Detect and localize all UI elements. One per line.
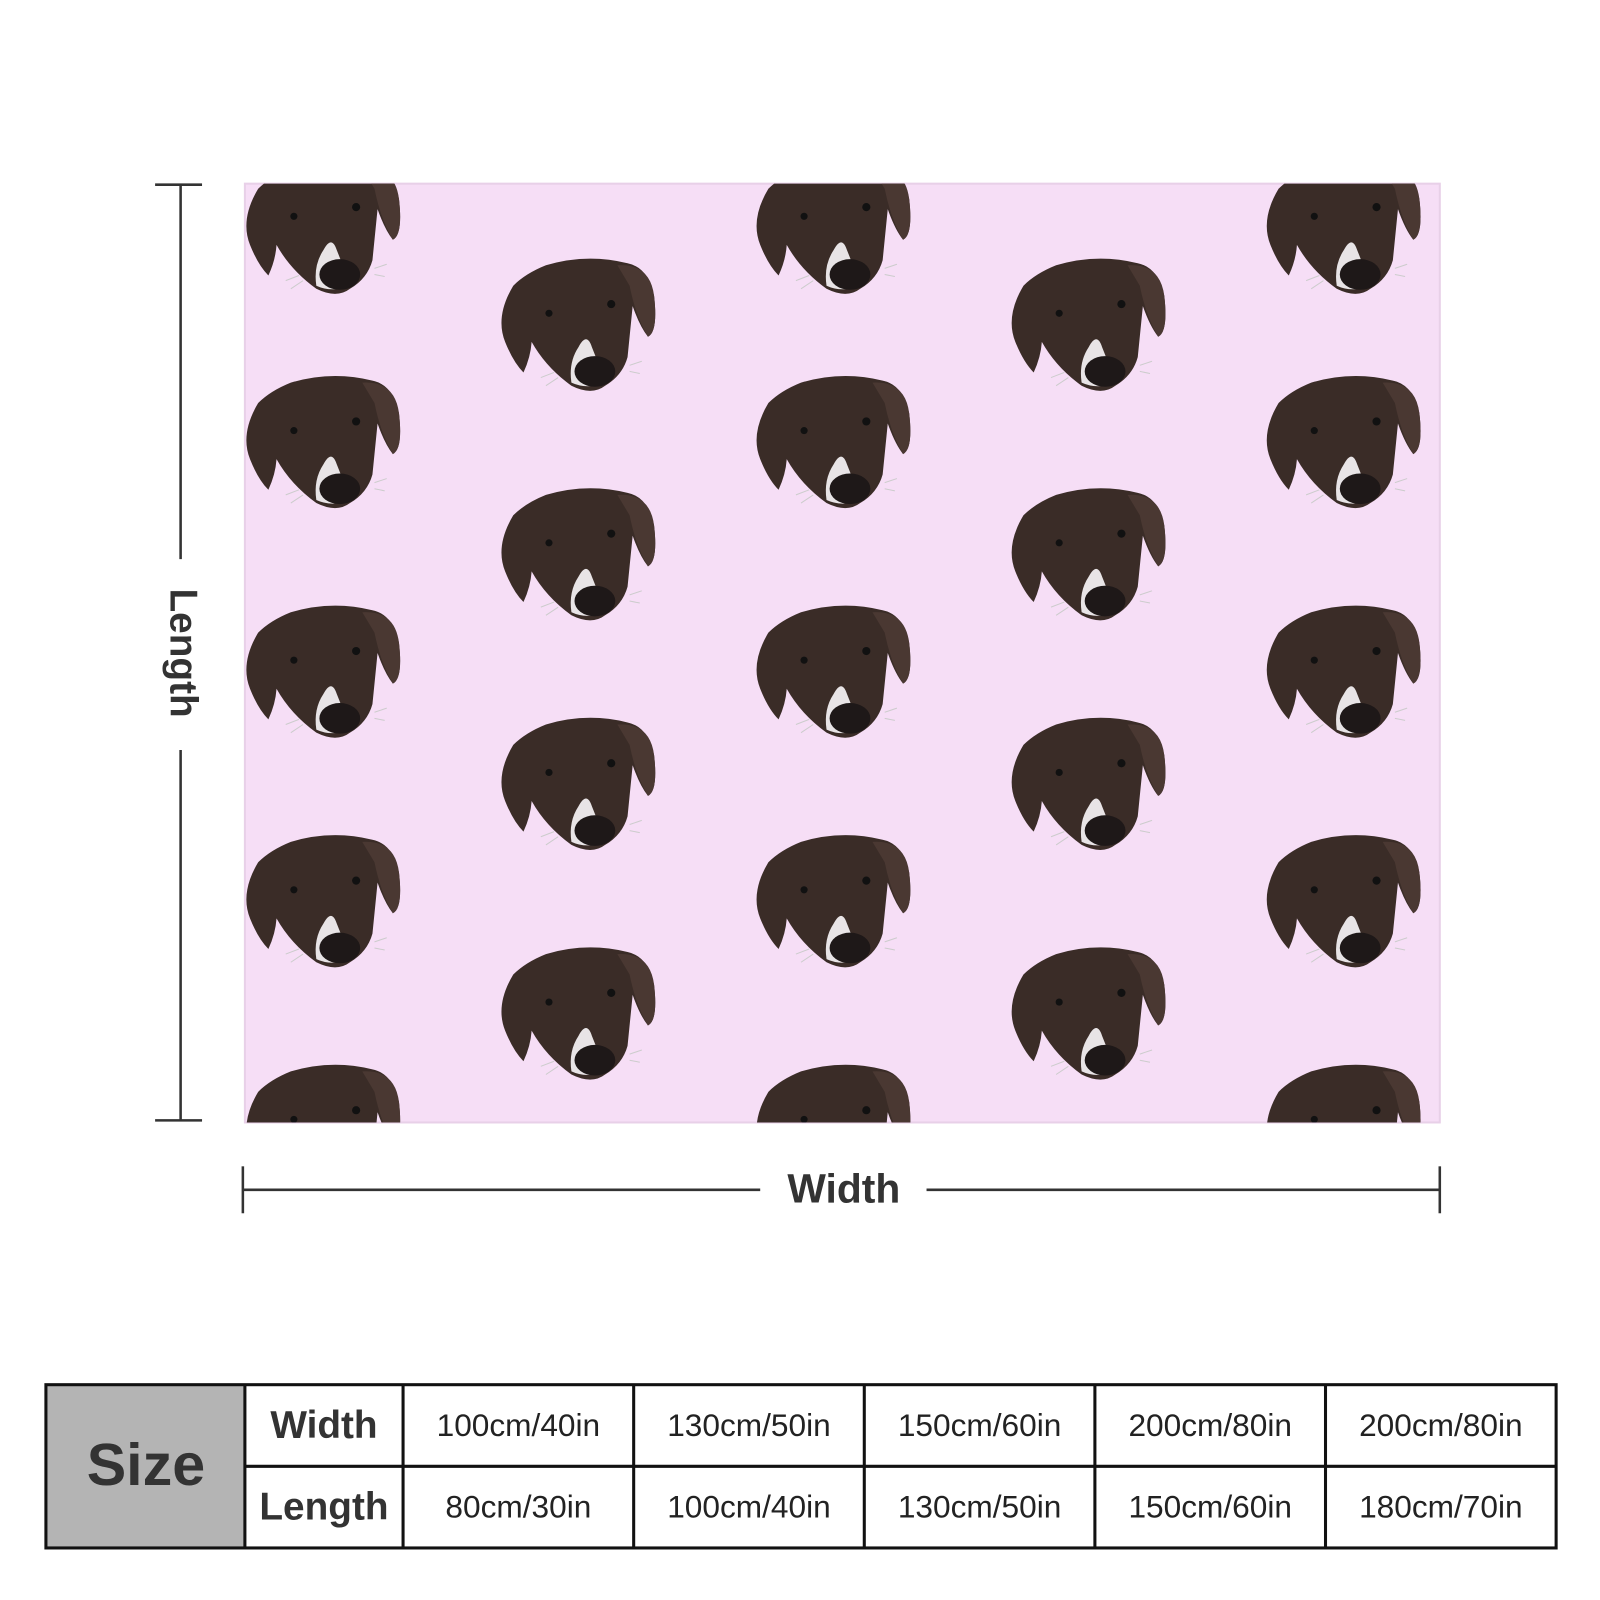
- length-label: Length: [161, 588, 204, 717]
- blanket: [243, 182, 1441, 1124]
- width-label: Width: [787, 1166, 900, 1212]
- size-cell: 130cm/50in: [667, 1407, 830, 1443]
- size-title: Size: [87, 1431, 205, 1498]
- size-cell: [45, 1384, 245, 1548]
- size-cell: 200cm/80in: [1128, 1407, 1292, 1443]
- row-label: Length: [259, 1485, 388, 1528]
- row-label: Width: [270, 1404, 377, 1447]
- size-cell: 80cm/30in: [445, 1489, 591, 1525]
- size-cell: 200cm/80in: [1359, 1407, 1523, 1443]
- size-cell: 150cm/60in: [898, 1407, 1062, 1443]
- size-cell: 150cm/60in: [1128, 1489, 1292, 1525]
- size-cell: 100cm/40in: [667, 1489, 830, 1525]
- size-cell: 100cm/40in: [437, 1407, 600, 1443]
- width-dimension: [241, 1166, 1442, 1214]
- size-cell: 180cm/70in: [1359, 1489, 1523, 1525]
- length-dimension: [155, 183, 203, 1122]
- size-table: Size Width 100cm/40in 130cm/50in 150cm/60in…: [44, 1383, 1558, 1550]
- size-cell: 130cm/50in: [898, 1489, 1062, 1525]
